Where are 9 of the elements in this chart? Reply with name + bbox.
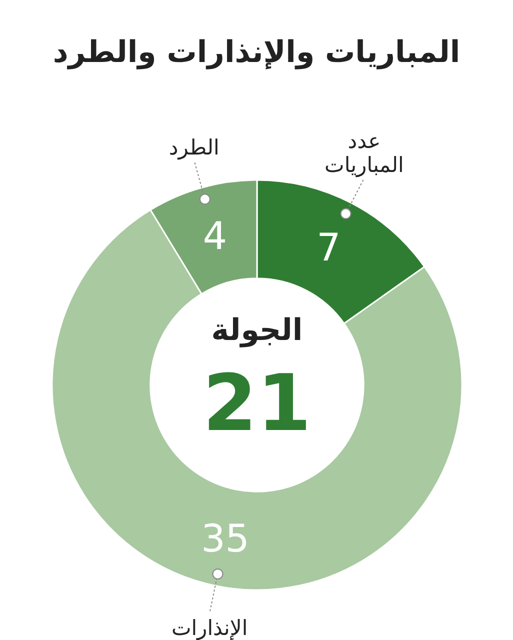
chart-title: المباريات والإنذارات والطرد bbox=[52, 35, 460, 70]
data-label: 7 bbox=[316, 226, 341, 270]
slice-label: الإنذارات bbox=[171, 616, 248, 640]
text: 21 bbox=[202, 359, 312, 449]
slice-label: عدد المباريات bbox=[324, 129, 404, 178]
data-label: 35 bbox=[201, 516, 250, 561]
data-label: 4 bbox=[202, 214, 228, 258]
slice-label: الطرد bbox=[168, 136, 220, 161]
text: الجولة bbox=[211, 313, 303, 348]
